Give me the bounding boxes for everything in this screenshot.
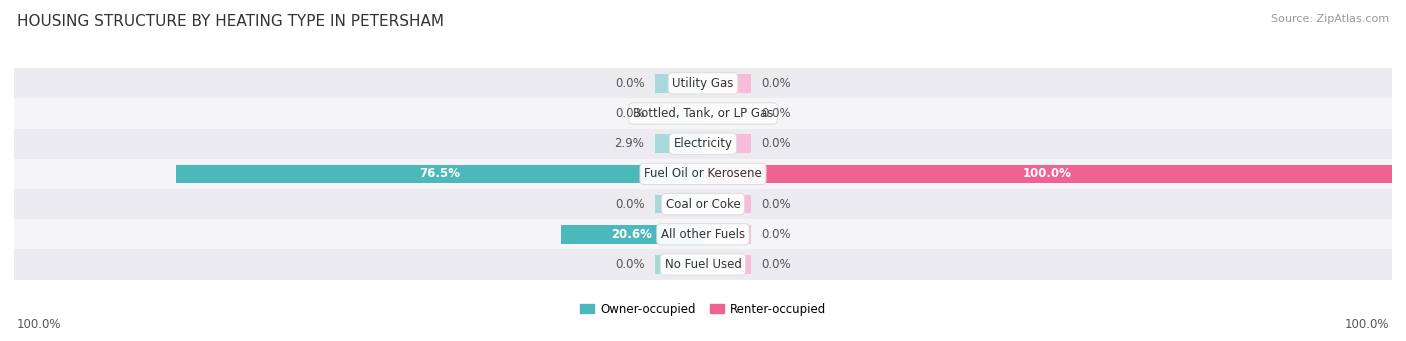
Bar <box>561 225 703 244</box>
Text: Utility Gas: Utility Gas <box>672 77 734 90</box>
Bar <box>655 195 703 213</box>
Text: 100.0%: 100.0% <box>17 318 62 331</box>
Bar <box>703 134 751 153</box>
Text: 76.5%: 76.5% <box>419 167 460 180</box>
Bar <box>176 165 703 183</box>
Text: 0.0%: 0.0% <box>762 198 792 211</box>
Text: 100.0%: 100.0% <box>1344 318 1389 331</box>
Text: HOUSING STRUCTURE BY HEATING TYPE IN PETERSHAM: HOUSING STRUCTURE BY HEATING TYPE IN PET… <box>17 14 444 29</box>
Text: Electricity: Electricity <box>673 137 733 150</box>
Text: Source: ZipAtlas.com: Source: ZipAtlas.com <box>1271 14 1389 24</box>
Text: 2.9%: 2.9% <box>614 137 644 150</box>
Text: 0.0%: 0.0% <box>614 198 644 211</box>
Text: 0.0%: 0.0% <box>614 77 644 90</box>
Bar <box>655 134 703 153</box>
Bar <box>683 134 703 153</box>
Text: All other Fuels: All other Fuels <box>661 228 745 241</box>
Text: Bottled, Tank, or LP Gas: Bottled, Tank, or LP Gas <box>633 107 773 120</box>
Bar <box>703 104 751 123</box>
Text: 0.0%: 0.0% <box>614 107 644 120</box>
Text: 0.0%: 0.0% <box>762 77 792 90</box>
Bar <box>703 74 751 93</box>
Bar <box>655 74 703 93</box>
Legend: Owner-occupied, Renter-occupied: Owner-occupied, Renter-occupied <box>575 298 831 320</box>
Text: 0.0%: 0.0% <box>762 228 792 241</box>
Text: 0.0%: 0.0% <box>762 107 792 120</box>
Bar <box>14 159 1392 189</box>
Bar <box>703 165 1392 183</box>
Bar <box>703 195 751 213</box>
Text: 100.0%: 100.0% <box>1024 167 1071 180</box>
Text: Fuel Oil or Kerosene: Fuel Oil or Kerosene <box>644 167 762 180</box>
Bar <box>14 189 1392 219</box>
Bar <box>561 225 703 244</box>
Bar <box>14 99 1392 129</box>
Bar <box>655 255 703 274</box>
Bar <box>14 219 1392 249</box>
Bar <box>14 129 1392 159</box>
Text: No Fuel Used: No Fuel Used <box>665 258 741 271</box>
Text: 0.0%: 0.0% <box>762 137 792 150</box>
Text: 0.0%: 0.0% <box>614 258 644 271</box>
Text: 20.6%: 20.6% <box>612 228 652 241</box>
Bar <box>703 165 1392 183</box>
Text: Coal or Coke: Coal or Coke <box>665 198 741 211</box>
Bar <box>703 255 751 274</box>
Bar <box>703 225 751 244</box>
Bar <box>176 165 703 183</box>
Bar <box>655 104 703 123</box>
Bar <box>14 68 1392 99</box>
Bar <box>14 249 1392 280</box>
Text: 0.0%: 0.0% <box>762 258 792 271</box>
